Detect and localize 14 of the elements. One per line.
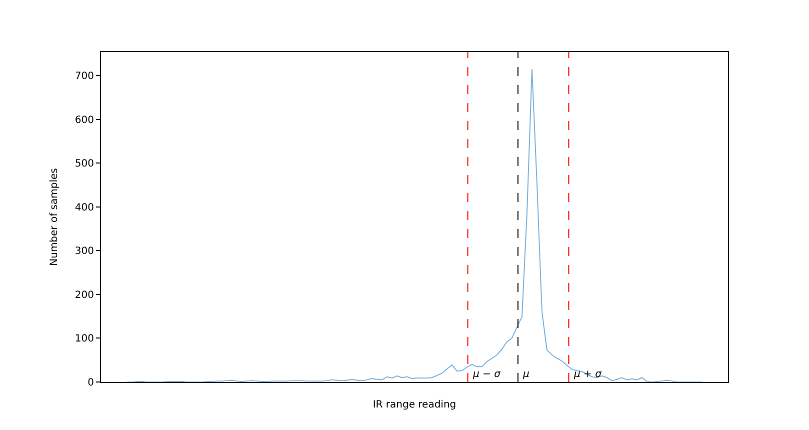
y-tick-label: 200	[74, 290, 94, 301]
annotation: μ − σ	[472, 369, 502, 380]
annotation: μ	[522, 369, 530, 380]
y-tick-label: 500	[74, 158, 94, 170]
y-tick-label: 0	[88, 378, 94, 388]
annotation: μ + σ	[573, 369, 602, 380]
y-tick-label: 100	[74, 334, 94, 345]
y-tick-label: 400	[74, 202, 94, 214]
y-tick-label: 700	[74, 71, 94, 82]
x-axis-title: IR range reading	[372, 400, 456, 410]
y-axis-title: Number of samples	[48, 168, 60, 266]
y-tick-label: 300	[74, 246, 94, 258]
line-series	[126, 68, 702, 382]
y-tick-label: 600	[74, 114, 94, 126]
